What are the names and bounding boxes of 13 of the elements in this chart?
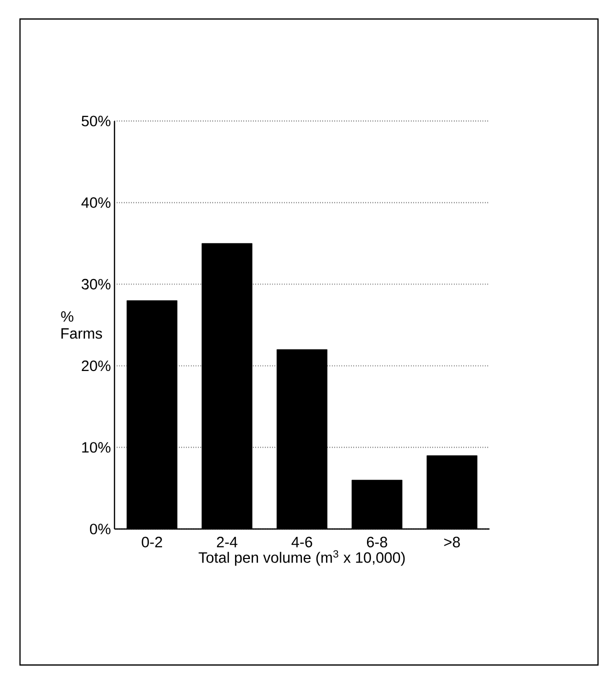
y-tick-label: 40%: [81, 197, 110, 208]
y-tick-label: 0%: [90, 524, 110, 534]
x-tick-label: >8: [444, 536, 460, 548]
y-tick-label: 50%: [82, 116, 110, 126]
x-axis-title: Total pen volume (m$^{3}$ x 10,000): [198, 550, 405, 566]
y-tick-label: 10%: [82, 442, 110, 453]
x-tick-label: 6-8: [366, 536, 388, 548]
x-tick-label: 4-6: [292, 536, 312, 548]
y-tick-label: 20%: [82, 360, 110, 372]
x-tick-label: 2-4: [216, 536, 238, 548]
x-tick-label: 0-2: [142, 536, 162, 548]
y-axis-title: % Farms: [61, 311, 102, 339]
y-tick-label: 30%: [82, 278, 110, 290]
